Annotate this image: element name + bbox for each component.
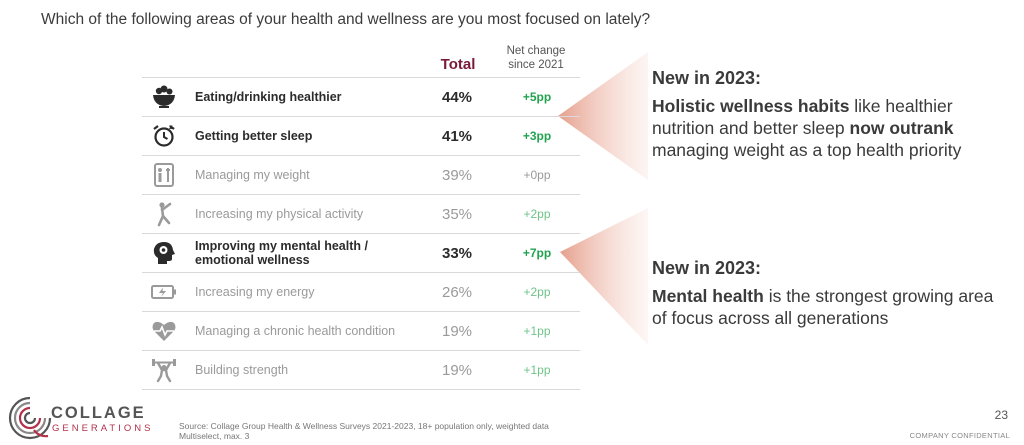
row-label: Increasing my physical activity [195,207,364,221]
survey-question: Which of the following areas of your hea… [41,11,651,28]
page-number: 23 [994,408,1008,422]
row-label: Building strength [195,363,289,377]
net-change-header-line1: Net change [506,45,566,57]
row-total-value: 44% [441,88,473,106]
table-row: Increasing my physical activity 35% +2pp [142,194,580,233]
net-change-column-header: Net change since 2021 [496,44,576,72]
callout-heading: New in 2023: [652,258,762,278]
weightlifter-icon [150,357,178,383]
callout-mental-health: New in 2023: Mental health is the strong… [652,258,1012,329]
source-line: Multiselect, max. 3 [179,431,250,441]
row-net-change-value: +2pp [523,207,551,221]
yoga-pose-icon [150,201,178,227]
source-note: Source: Collage Group Health & Wellness … [179,421,549,441]
net-change-header-line2: since 2021 [508,59,564,71]
heart-pulse-icon [150,318,178,344]
row-net-change-value: +1pp [523,324,551,338]
source-line: Source: Collage Group Health & Wellness … [179,421,549,431]
collage-logo-icon [8,396,52,440]
row-total-value: 35% [441,205,473,223]
row-label: Getting better sleep [195,129,313,143]
row-net-change-value: +1pp [523,363,551,377]
row-total-value: 33% [441,244,473,262]
battery-charging-icon [150,279,178,305]
row-label: Eating/drinking healthier [195,90,342,104]
callout-holistic: New in 2023: Holistic wellness habits li… [652,68,1012,161]
salad-bowl-icon [150,84,178,110]
head-brain-icon [150,240,178,266]
row-label: Increasing my energy [195,285,315,299]
callout-body: Holistic wellness habits like healthier … [652,95,1012,161]
svg-text:z: z [169,124,173,131]
table-row: Building strength 19% +1pp [142,350,580,390]
row-total-value: 41% [441,127,473,145]
callout-heading: New in 2023: [652,68,762,88]
table-row: Improving my mental health / emotional w… [142,233,580,272]
table-row: Managing my weight 39% +0pp [142,155,580,194]
row-label: Managing my weight [195,168,310,182]
table-row: Managing a chronic health condition 19% +1… [142,311,580,350]
row-total-value: 19% [441,361,473,379]
callout-bold: Holistic wellness habits [652,96,850,116]
row-net-change-value: +0pp [523,168,551,182]
callout-text: managing weight as a top health priority [652,140,962,160]
health-focus-table: Eating/drinking healthier 44% +5pp z Getting… [142,77,580,390]
row-total-value: 39% [441,166,473,184]
callout-bold: Mental health [652,286,764,306]
logo-wordmark: COLLAGE [51,404,146,422]
row-net-change-value: +5pp [522,90,552,104]
callout-wedge-2 [560,208,648,345]
callout-wedge-1 [558,52,648,180]
row-net-change-value: +3pp [522,129,552,143]
total-column-header: Total [440,56,476,73]
table-row: Eating/drinking healthier 44% +5pp [142,77,580,116]
scale-icon [150,162,178,188]
row-net-change-value: +7pp [522,246,552,260]
row-net-change-value: +2pp [523,285,551,299]
row-label: Improving my mental health / emotional w… [195,239,368,267]
callout-bold: now outrank [849,118,954,138]
alarm-clock-icon: z [150,123,178,149]
logo-subtitle: GENERATIONS [52,423,154,434]
row-total-value: 26% [441,283,473,301]
callout-body: Mental health is the strongest growing a… [652,285,1012,329]
callout-text: like healthier nutrition and better slee… [652,96,953,138]
callout-text: is the strongest growing area of focus a… [652,286,994,328]
row-total-value: 19% [441,322,473,340]
table-row: z Getting better sleep 41% +3pp [142,116,580,155]
confidential-label: COMPANY CONFIDENTIAL [909,431,1010,440]
row-label: Managing a chronic health condition [195,324,396,338]
table-row: Increasing my energy 26% +2pp [142,272,580,311]
